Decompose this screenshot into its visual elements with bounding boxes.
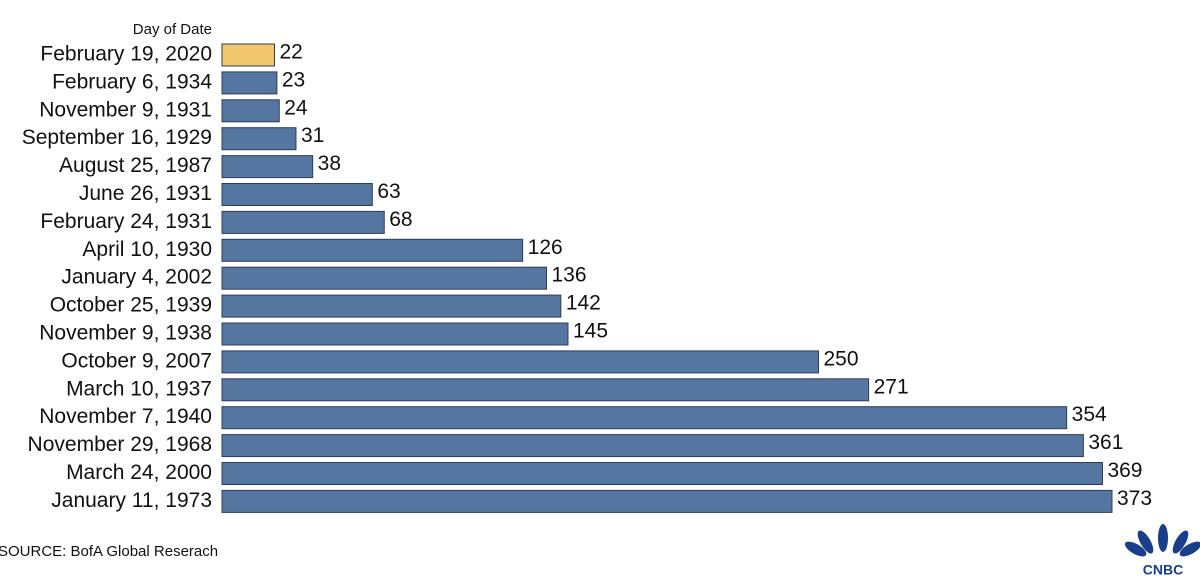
category-label: June 26, 1931: [79, 182, 212, 205]
value-label: 369: [1107, 459, 1142, 482]
value-label: 31: [301, 124, 324, 147]
bar: [221, 71, 278, 95]
category-label: August 25, 1987: [59, 154, 212, 177]
category-header: Day of Date: [133, 21, 212, 38]
category-label: January 4, 2002: [61, 266, 212, 289]
value-label: 271: [874, 375, 909, 398]
category-label: November 9, 1931: [39, 98, 212, 121]
bar: [221, 183, 373, 206]
value-label: 354: [1072, 403, 1107, 426]
logo-text: CNBC: [1143, 562, 1183, 578]
bar: [221, 266, 548, 290]
category-label: February 24, 1931: [40, 210, 212, 233]
bar: [221, 127, 297, 151]
category-label: February 6, 1934: [52, 70, 212, 93]
bar: [221, 489, 1113, 513]
category-label: March 10, 1937: [66, 377, 212, 400]
bar: [221, 378, 870, 402]
bar: [221, 210, 385, 234]
bar: [221, 294, 562, 318]
value-label: 145: [573, 320, 608, 343]
category-label: September 16, 1929: [22, 126, 212, 149]
bar: [221, 322, 569, 346]
category-label: October 25, 1939: [50, 294, 212, 317]
logo: CNBC: [1124, 524, 1200, 578]
category-label: November 9, 1938: [39, 322, 212, 345]
source-note: SOURCE: BofA Global Reserach: [0, 543, 218, 560]
bar: [221, 350, 820, 374]
category-label: January 11, 1973: [51, 489, 212, 512]
value-label: 126: [528, 236, 563, 259]
category-label: April 10, 1930: [82, 238, 212, 261]
category-label: March 24, 2000: [66, 461, 212, 484]
category-label: November 7, 1940: [39, 405, 212, 428]
category-label: November 29, 1968: [28, 433, 212, 456]
bar: [221, 99, 280, 123]
value-label: 68: [389, 208, 412, 231]
bar: [221, 462, 1103, 485]
value-label: 22: [279, 41, 302, 64]
bar: [221, 238, 524, 262]
value-label: 63: [377, 180, 400, 203]
logo-peacock: [1124, 524, 1200, 557]
bar: [221, 406, 1068, 430]
value-label: 361: [1088, 431, 1123, 454]
value-label: 24: [284, 96, 308, 119]
value-label: 250: [824, 347, 859, 370]
bar: [221, 434, 1084, 458]
value-label: 136: [552, 264, 587, 287]
bar: [221, 155, 314, 179]
value-label: 373: [1117, 487, 1152, 510]
bar: [221, 43, 275, 67]
category-label: October 9, 2007: [61, 349, 212, 372]
value-label: 142: [566, 292, 601, 315]
category-label: February 19, 2020: [40, 43, 212, 66]
value-label: 23: [282, 68, 305, 91]
value-label: 38: [318, 152, 341, 175]
